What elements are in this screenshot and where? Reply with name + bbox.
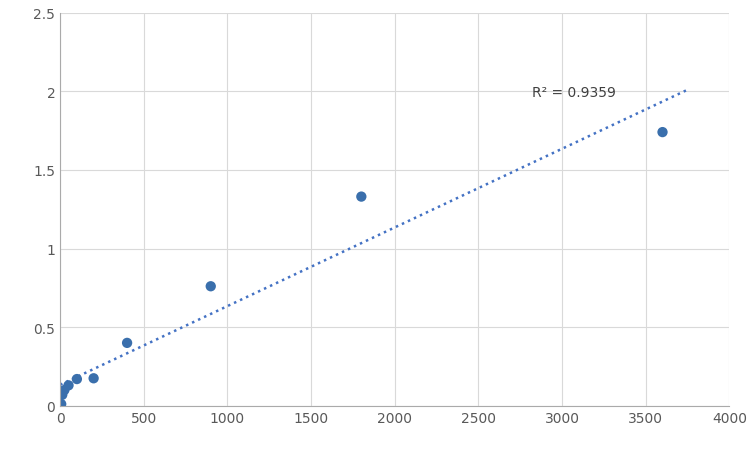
Point (205, 283, 217, 290)
Point (56, 391, 68, 399)
Text: R² = 0.9359: R² = 0.9359 (532, 86, 616, 100)
Point (62, 382, 74, 389)
Point (87, 375, 99, 382)
Point (656, 129, 669, 136)
Point (59, 387, 71, 394)
Point (71, 376, 83, 383)
Point (121, 340, 133, 347)
Point (55, 400, 67, 408)
Point (355, 193, 367, 201)
